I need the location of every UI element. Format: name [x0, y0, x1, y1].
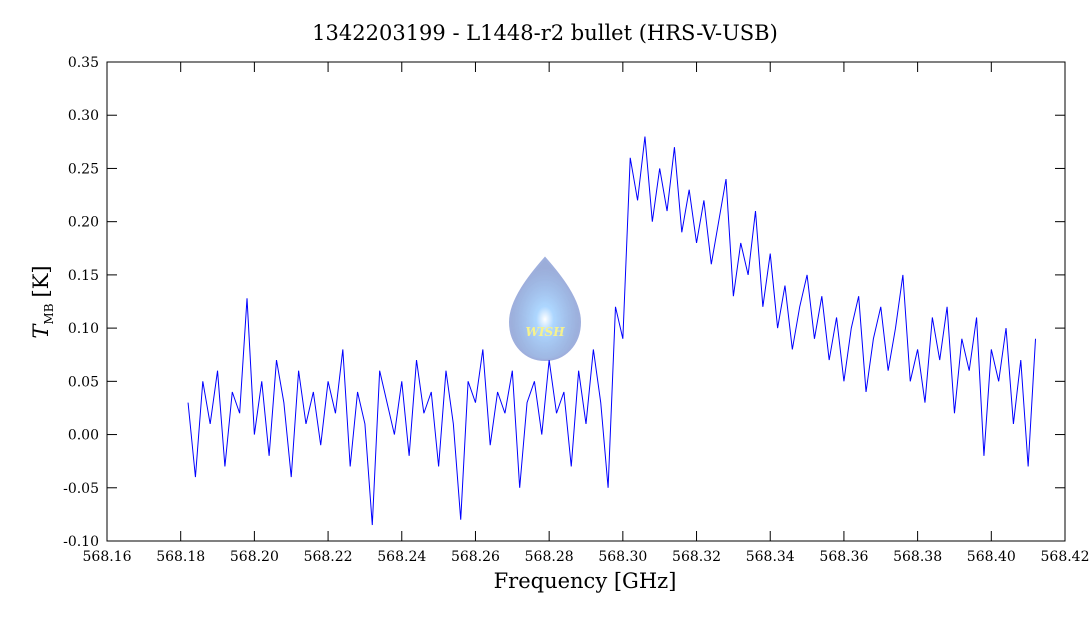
x-tick-label: 568.20 [230, 549, 279, 565]
x-tick-label: 568.32 [672, 549, 721, 565]
y-axis-label: TMB [K] [29, 265, 56, 338]
x-tick-label: 568.26 [451, 549, 500, 565]
x-tick-label: 568.42 [1041, 549, 1090, 565]
x-tick-label: 568.40 [967, 549, 1016, 565]
y-tick-label: 0.10 [68, 321, 99, 337]
y-tick-label: 0.15 [68, 268, 99, 284]
x-axis-label: Frequency [GHz] [494, 569, 677, 593]
y-tick-label: 0.35 [68, 55, 99, 71]
x-tick-label: 568.22 [304, 549, 353, 565]
x-tick-label: 568.28 [525, 549, 574, 565]
x-tick-label: 568.24 [377, 549, 426, 565]
plot-frame [106, 61, 1066, 542]
y-tick-label: -0.05 [63, 481, 99, 497]
x-tick-label: 568.34 [746, 549, 795, 565]
x-tick-label: 568.18 [156, 549, 205, 565]
x-tick-label: 568.38 [893, 549, 942, 565]
y-tick-label: 0.00 [68, 428, 99, 444]
logo-drop [508, 256, 582, 362]
y-tick-label: 0.25 [68, 161, 99, 177]
y-tick-label: 0.20 [68, 215, 99, 231]
y-label-unit: [K] [29, 265, 53, 297]
x-tick-label: 568.30 [598, 549, 647, 565]
y-tick-label: 0.30 [68, 108, 99, 124]
logo: WISH [508, 256, 582, 362]
x-tick-label: 568.36 [819, 549, 868, 565]
y-tick-label: -0.10 [63, 534, 99, 550]
y-label-sub: MB [42, 303, 56, 324]
logo-text: WISH [525, 325, 565, 339]
x-tick-label: 568.16 [83, 549, 132, 565]
y-tick-label: 0.05 [68, 374, 99, 390]
y-label-symbol: T [29, 323, 53, 339]
chart-title: 1342203199 - L1448-r2 bullet (HRS-V-USB) [312, 21, 778, 45]
spectrum-line [187, 136, 1037, 526]
